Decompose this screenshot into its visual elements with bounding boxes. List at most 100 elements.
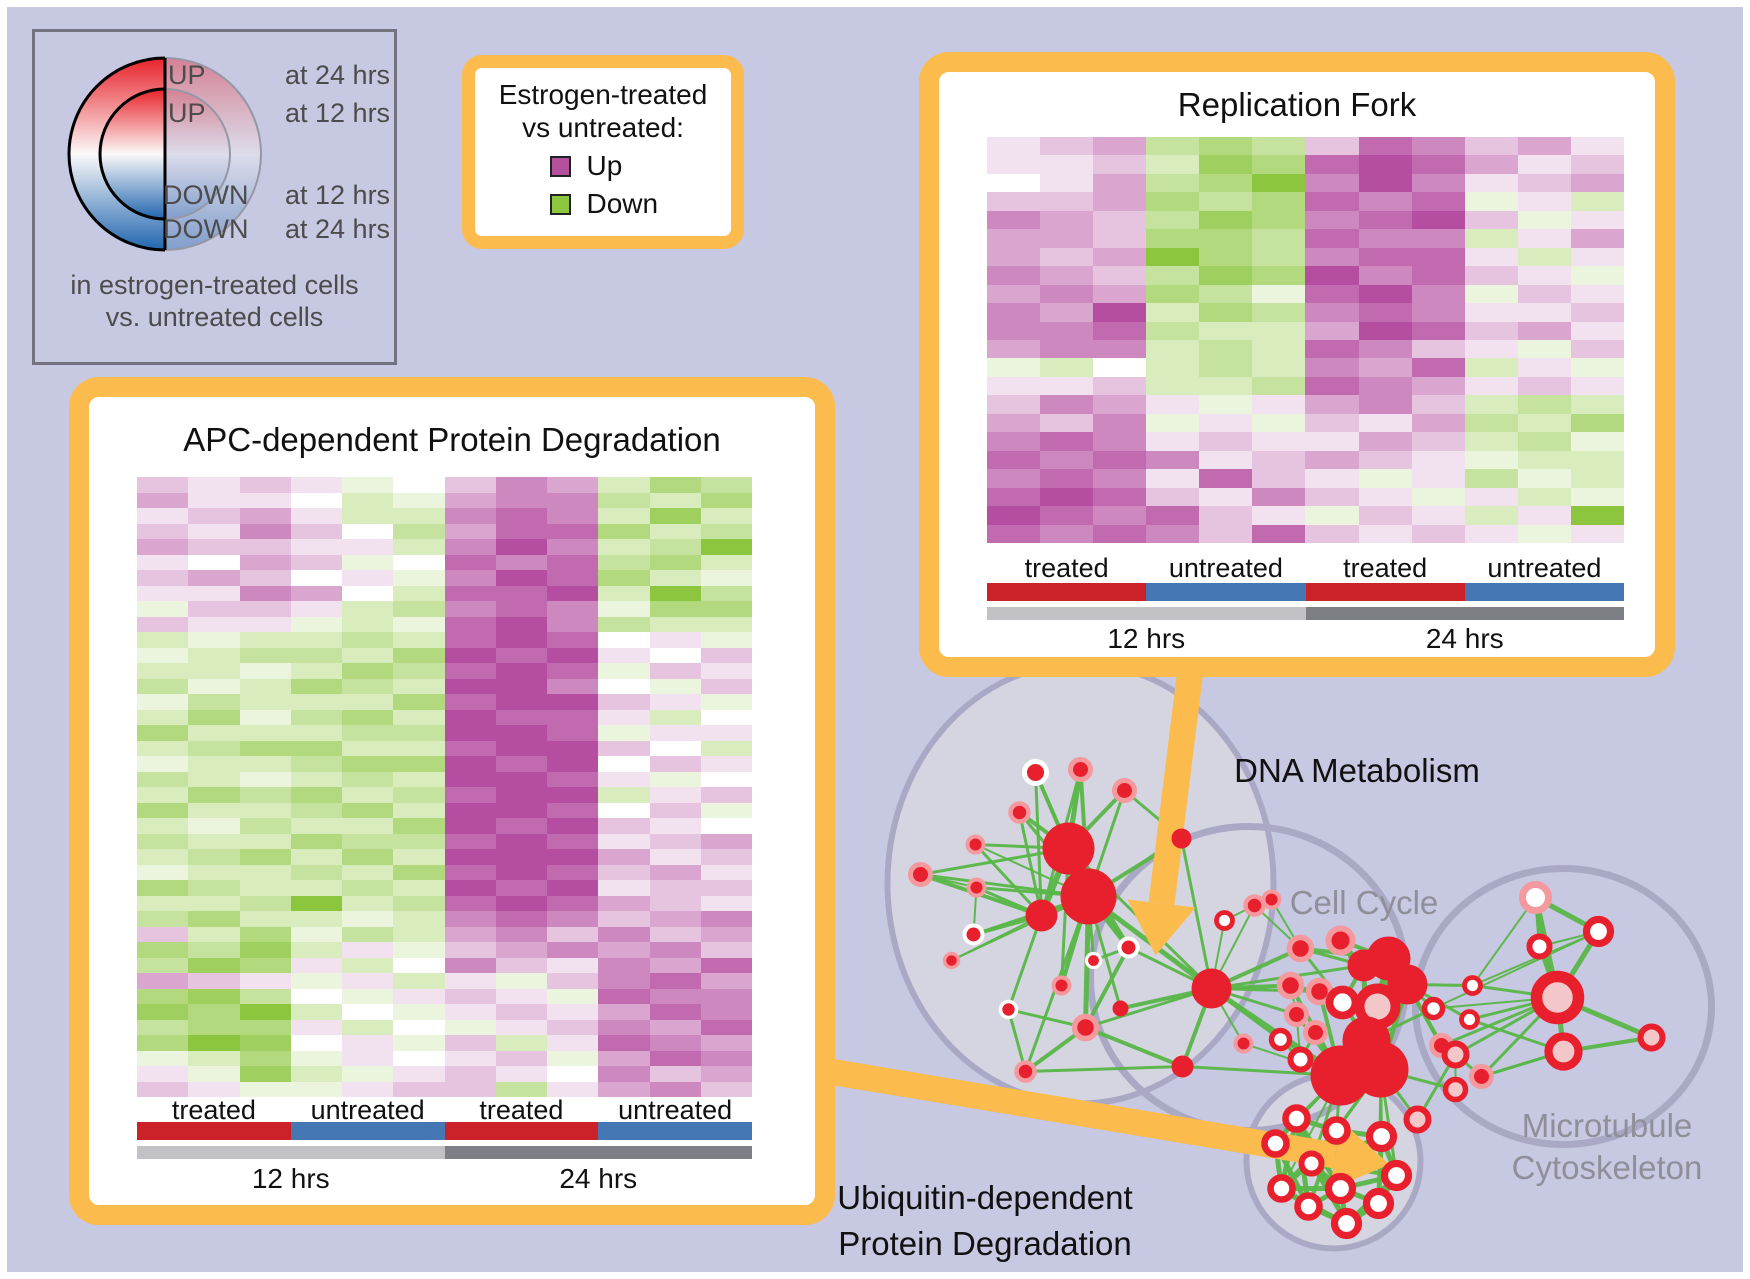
heatmap-cell (239, 988, 291, 1004)
gene-node-solid-red (1112, 1000, 1129, 1017)
heatmap-row (137, 756, 752, 772)
heatmap-cell (342, 973, 394, 989)
heatmap-cell (547, 833, 599, 849)
heatmap-cell (649, 1066, 701, 1082)
heatmap-cell (495, 694, 547, 710)
heatmap-cell (137, 833, 189, 849)
heatmap-cell (444, 570, 496, 586)
heatmap-cell (342, 787, 394, 803)
heatmap-row (137, 1081, 752, 1097)
heatmap-cell (649, 740, 701, 756)
heatmap-cell (1411, 303, 1465, 322)
heatmap-cell (598, 694, 650, 710)
heatmap-cell (1146, 469, 1200, 488)
heatmap-cell (547, 849, 599, 865)
apc-condition-bar (137, 1122, 752, 1140)
heatmap-row (987, 266, 1624, 285)
heatmap-cell (1464, 432, 1518, 451)
heatmap-cell (547, 709, 599, 725)
heatmap-cell (290, 864, 342, 880)
heatmap-cell (1358, 432, 1412, 451)
gene-node-white-ring-red-center (998, 999, 1019, 1020)
heatmap-apc (137, 477, 752, 1097)
heatmap-cell (1146, 266, 1200, 285)
heatmap-cell (700, 694, 752, 710)
heatmap-cell (547, 632, 599, 648)
heatmap-cell (444, 647, 496, 663)
heatmap-cell (137, 880, 189, 896)
heatmap-cell (649, 523, 701, 539)
heatmap-cell (188, 756, 240, 772)
heatmap-cell (495, 957, 547, 973)
heatmap-cell (342, 818, 394, 834)
heatmap-cell (1093, 450, 1147, 470)
heatmap-cell (188, 957, 240, 973)
heatmap-cell (137, 523, 189, 539)
heatmap-cell (1040, 524, 1094, 543)
heatmap-cell (1252, 450, 1306, 470)
heatmap-cell (1199, 137, 1253, 156)
heatmap-cell (290, 1081, 342, 1097)
heatmap-cell (1358, 229, 1412, 248)
heatmap-cell (700, 647, 752, 663)
heatmap-cell (598, 1081, 650, 1097)
heatmap-cell (1464, 450, 1518, 470)
heatmap-cell (700, 477, 752, 493)
heatmap-cell (1464, 506, 1518, 525)
heatmap-row (987, 487, 1624, 507)
heatmap-cell (290, 1066, 342, 1082)
heatmap-cell (1570, 376, 1624, 396)
heatmap-cell (137, 756, 189, 772)
heatmap-cell (700, 554, 752, 570)
direction-legend-title-line2: vs untreated: (522, 112, 684, 143)
scale-legend-box: UP at 24 hrs UP at 12 hrs DOWN at 12 hrs… (32, 29, 397, 365)
heatmap-cell (1411, 266, 1465, 285)
heatmap-cell (1252, 339, 1306, 359)
heatmap-cell (393, 911, 445, 927)
heatmap-cell (393, 585, 445, 601)
heatmap-cell (598, 616, 650, 632)
heatmap-cell (495, 756, 547, 772)
heatmap-cell (393, 601, 445, 617)
treated-bar-segment (137, 1122, 291, 1140)
heatmap-cell (290, 601, 342, 617)
time-label: 24 hrs (1425, 623, 1504, 654)
heatmap-cell (393, 1066, 445, 1082)
heatmap-cell (1199, 247, 1253, 267)
heatmap-cell (1570, 450, 1624, 470)
heatmap-cell (444, 988, 496, 1004)
time-24h-bar (444, 1146, 752, 1159)
heatmap-cell (1570, 487, 1624, 507)
heatmap-cell (1040, 192, 1094, 211)
heatmap-row (137, 678, 752, 694)
heatmap-cell (987, 173, 1041, 193)
heatmap-cell (649, 632, 701, 648)
heatmap-cell (342, 616, 394, 632)
heatmap-cell (987, 192, 1041, 211)
heatmap-cell (495, 1004, 547, 1020)
heatmap-cell (495, 942, 547, 958)
heatmap-cell (987, 450, 1041, 470)
untreated-bar-segment (1146, 583, 1306, 601)
heatmap-cell (987, 266, 1041, 285)
heatmap-cell (137, 942, 189, 958)
heatmap-cell (700, 756, 752, 772)
heatmap-cell (1199, 432, 1253, 451)
heatmap-cell (393, 1004, 445, 1020)
heatmap-cell (393, 632, 445, 648)
heatmap-cell (342, 601, 394, 617)
heatmap-cell (342, 895, 394, 911)
heatmap-row (987, 469, 1624, 488)
gene-node-pink-ring-red-center (1112, 778, 1137, 803)
heatmap-cell (137, 1066, 189, 1082)
heatmap-cell (495, 616, 547, 632)
heatmap-cell (1093, 413, 1147, 433)
heatmap-cell (188, 601, 240, 617)
heatmap-cell (547, 988, 599, 1004)
heatmap-cell (1199, 192, 1253, 211)
gene-node-pink-ring-red-center (1284, 1002, 1309, 1027)
heatmap-cell (1358, 506, 1412, 525)
heatmap-row (987, 303, 1624, 322)
gene-node-solid-red (1025, 899, 1058, 932)
heatmap-cell (444, 1081, 496, 1097)
